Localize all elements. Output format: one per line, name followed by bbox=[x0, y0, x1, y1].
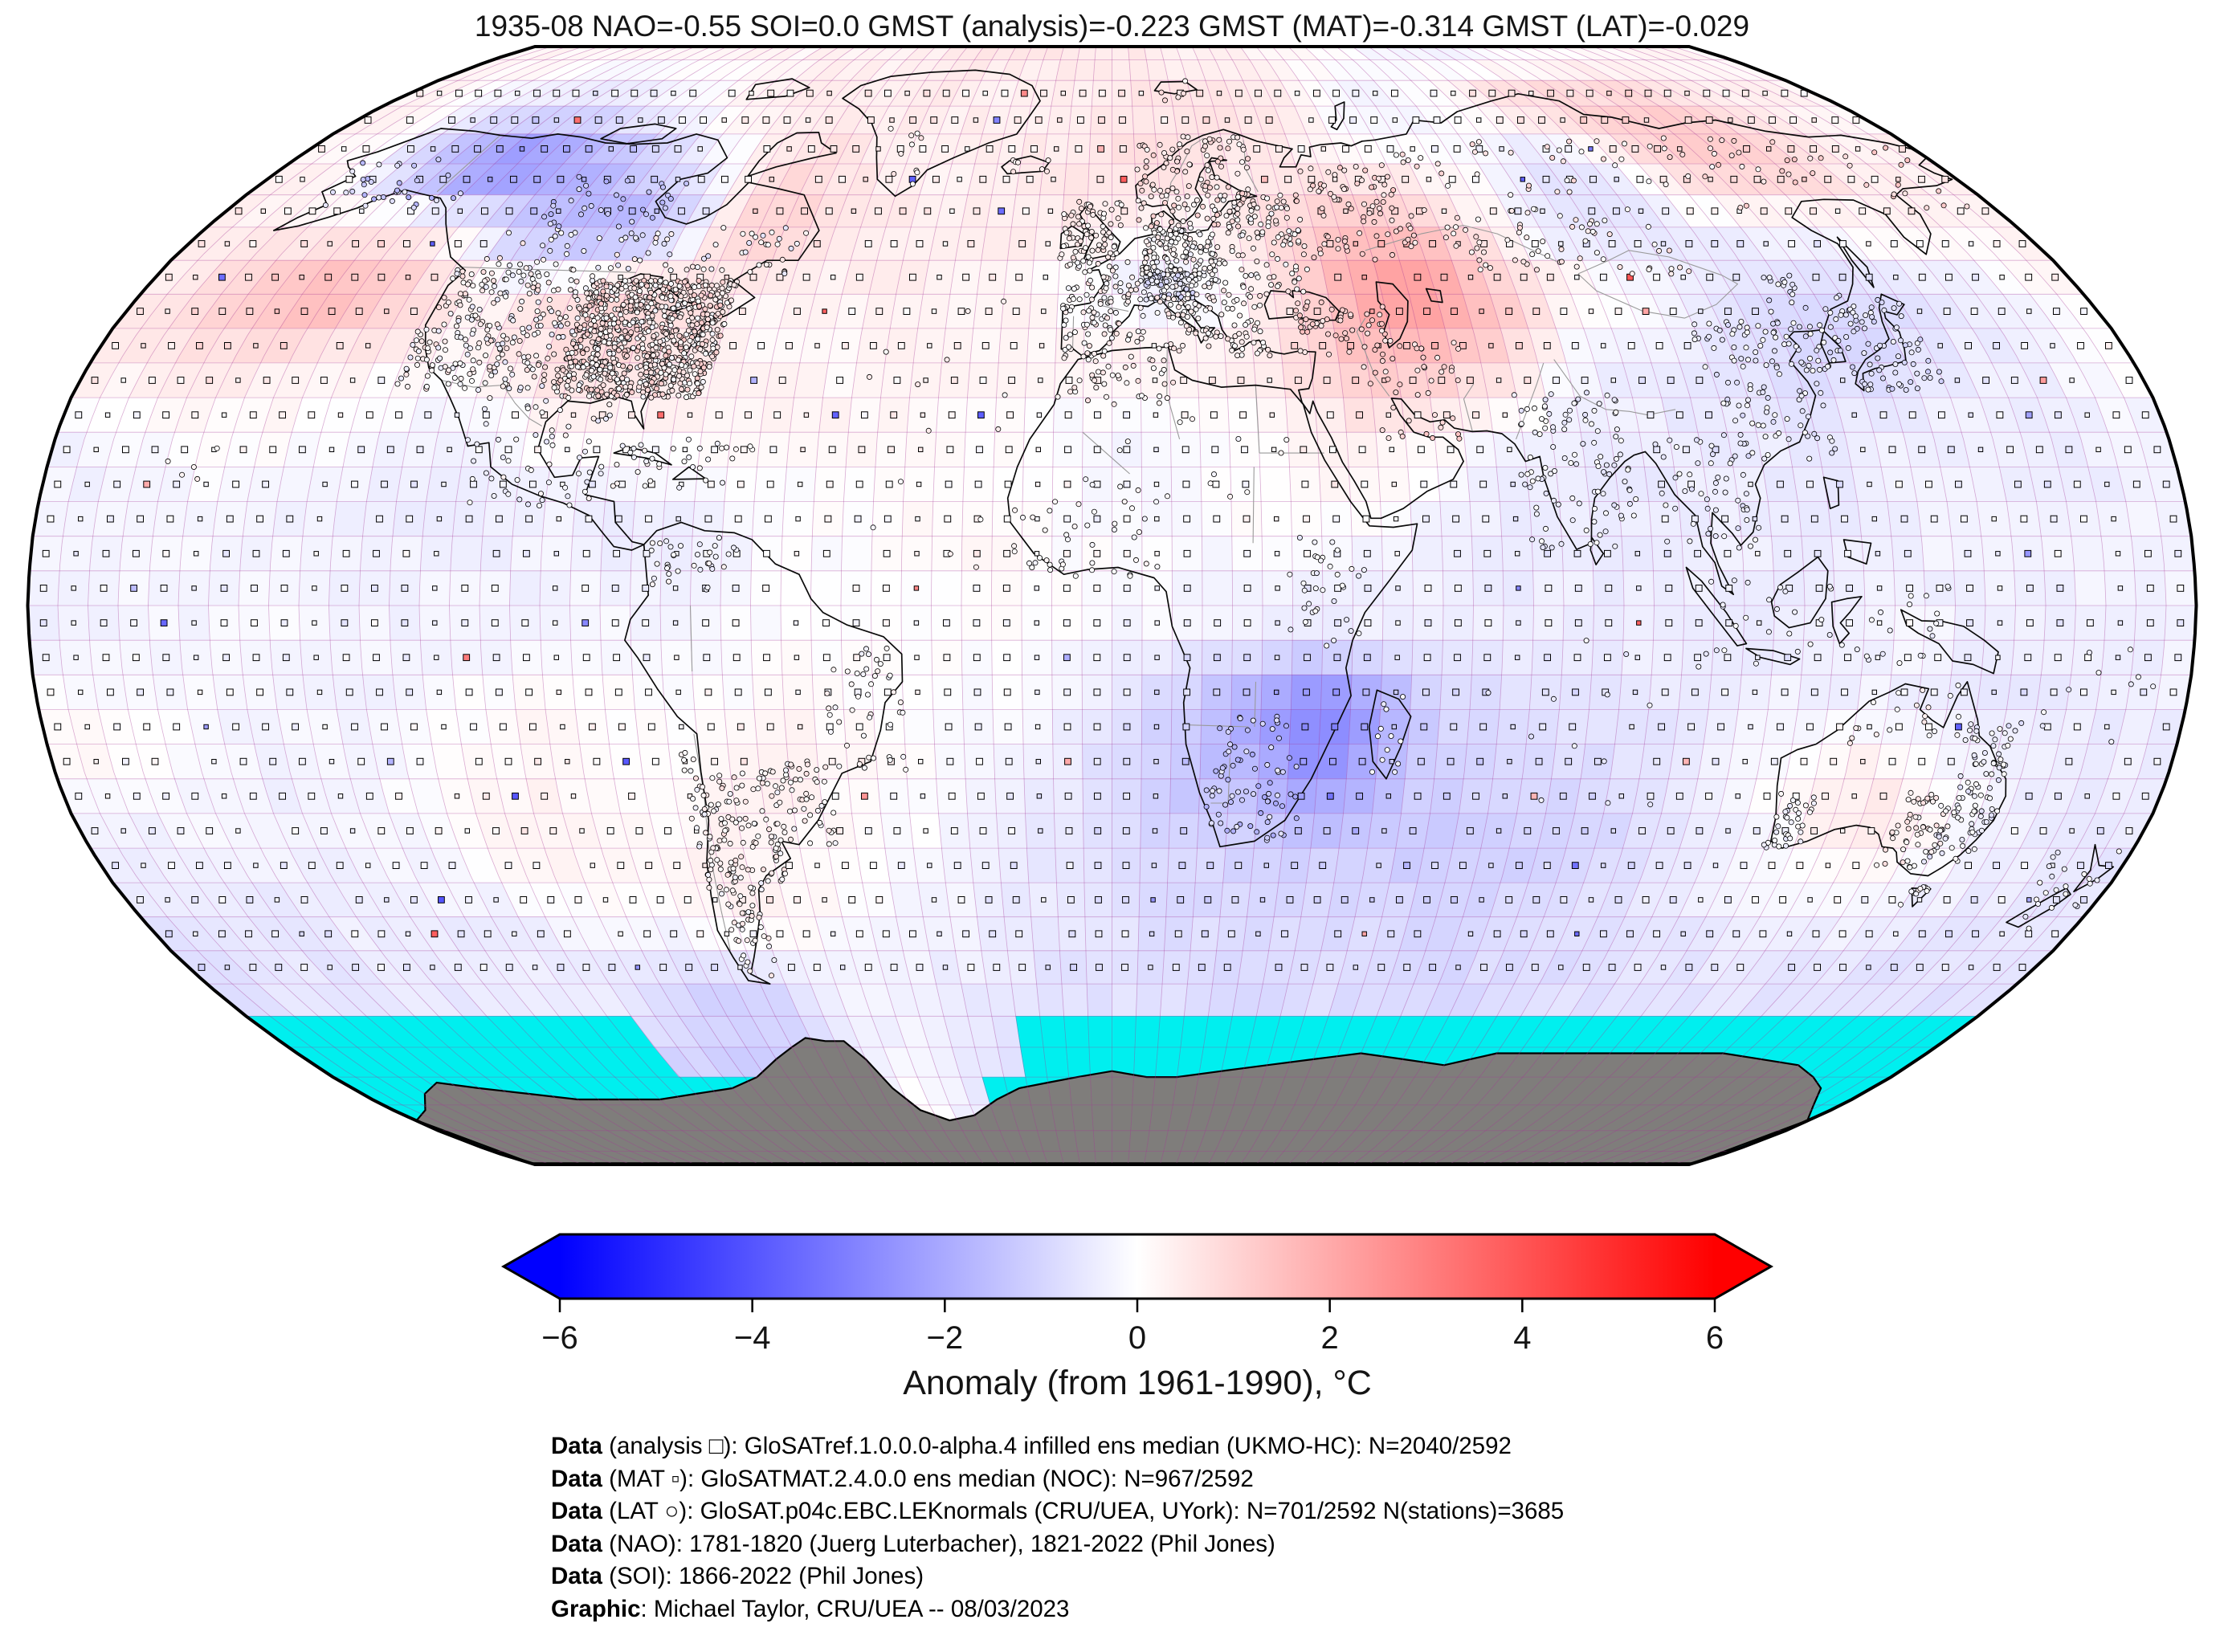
colorbar-tick-label: 2 bbox=[1321, 1320, 1339, 1356]
caption-line: Data (SOI): 1866-2022 (Phil Jones) bbox=[551, 1563, 924, 1590]
station-markers bbox=[165, 78, 2157, 979]
anomaly-cells bbox=[27, 47, 2197, 1165]
colorbar-tick-label: −6 bbox=[541, 1320, 578, 1356]
colorbar-label: Anomaly (from 1961-1990), °C bbox=[903, 1364, 1372, 1402]
caption-line: Data (MAT ▫): GloSATMAT.2.4.0.0 ens medi… bbox=[551, 1465, 1254, 1492]
analysis-mat-markers bbox=[39, 89, 2185, 971]
caption-line: Data (analysis □): GloSATref.1.0.0.0-alp… bbox=[551, 1433, 1512, 1459]
caption-line: Data (LAT ○): GloSAT.p04c.EBC.LEKnormals… bbox=[551, 1498, 1565, 1525]
page-title: 1935-08 NAO=-0.55 SOI=0.0 GMST (analysis… bbox=[474, 10, 1750, 43]
world-map bbox=[27, 47, 2197, 1165]
caption-line: Graphic: Michael Taylor, CRU/UEA -- 08/0… bbox=[551, 1595, 1070, 1622]
colorbar-tick-label: 0 bbox=[1128, 1320, 1146, 1356]
colorbar-tick-label: −4 bbox=[734, 1320, 771, 1356]
caption-block: Data (analysis □): GloSATref.1.0.0.0-alp… bbox=[551, 1430, 1564, 1626]
colorbar-gradient bbox=[500, 1233, 1774, 1300]
colorbar-tick-label: 6 bbox=[1706, 1320, 1724, 1356]
graticule-grid bbox=[27, 47, 2197, 1165]
colorbar-tick-label: −2 bbox=[927, 1320, 964, 1356]
colorbar: −6 −4 −2 0 2 4 6 bbox=[500, 1233, 1774, 1356]
colorbar-tick-label: 4 bbox=[1513, 1320, 1531, 1356]
map-outline bbox=[26, 45, 2198, 1166]
caption-line: Data (NAO): 1781-1820 (Juerg Luterbacher… bbox=[551, 1530, 1275, 1557]
antarctica-landmass bbox=[414, 1037, 1822, 1165]
